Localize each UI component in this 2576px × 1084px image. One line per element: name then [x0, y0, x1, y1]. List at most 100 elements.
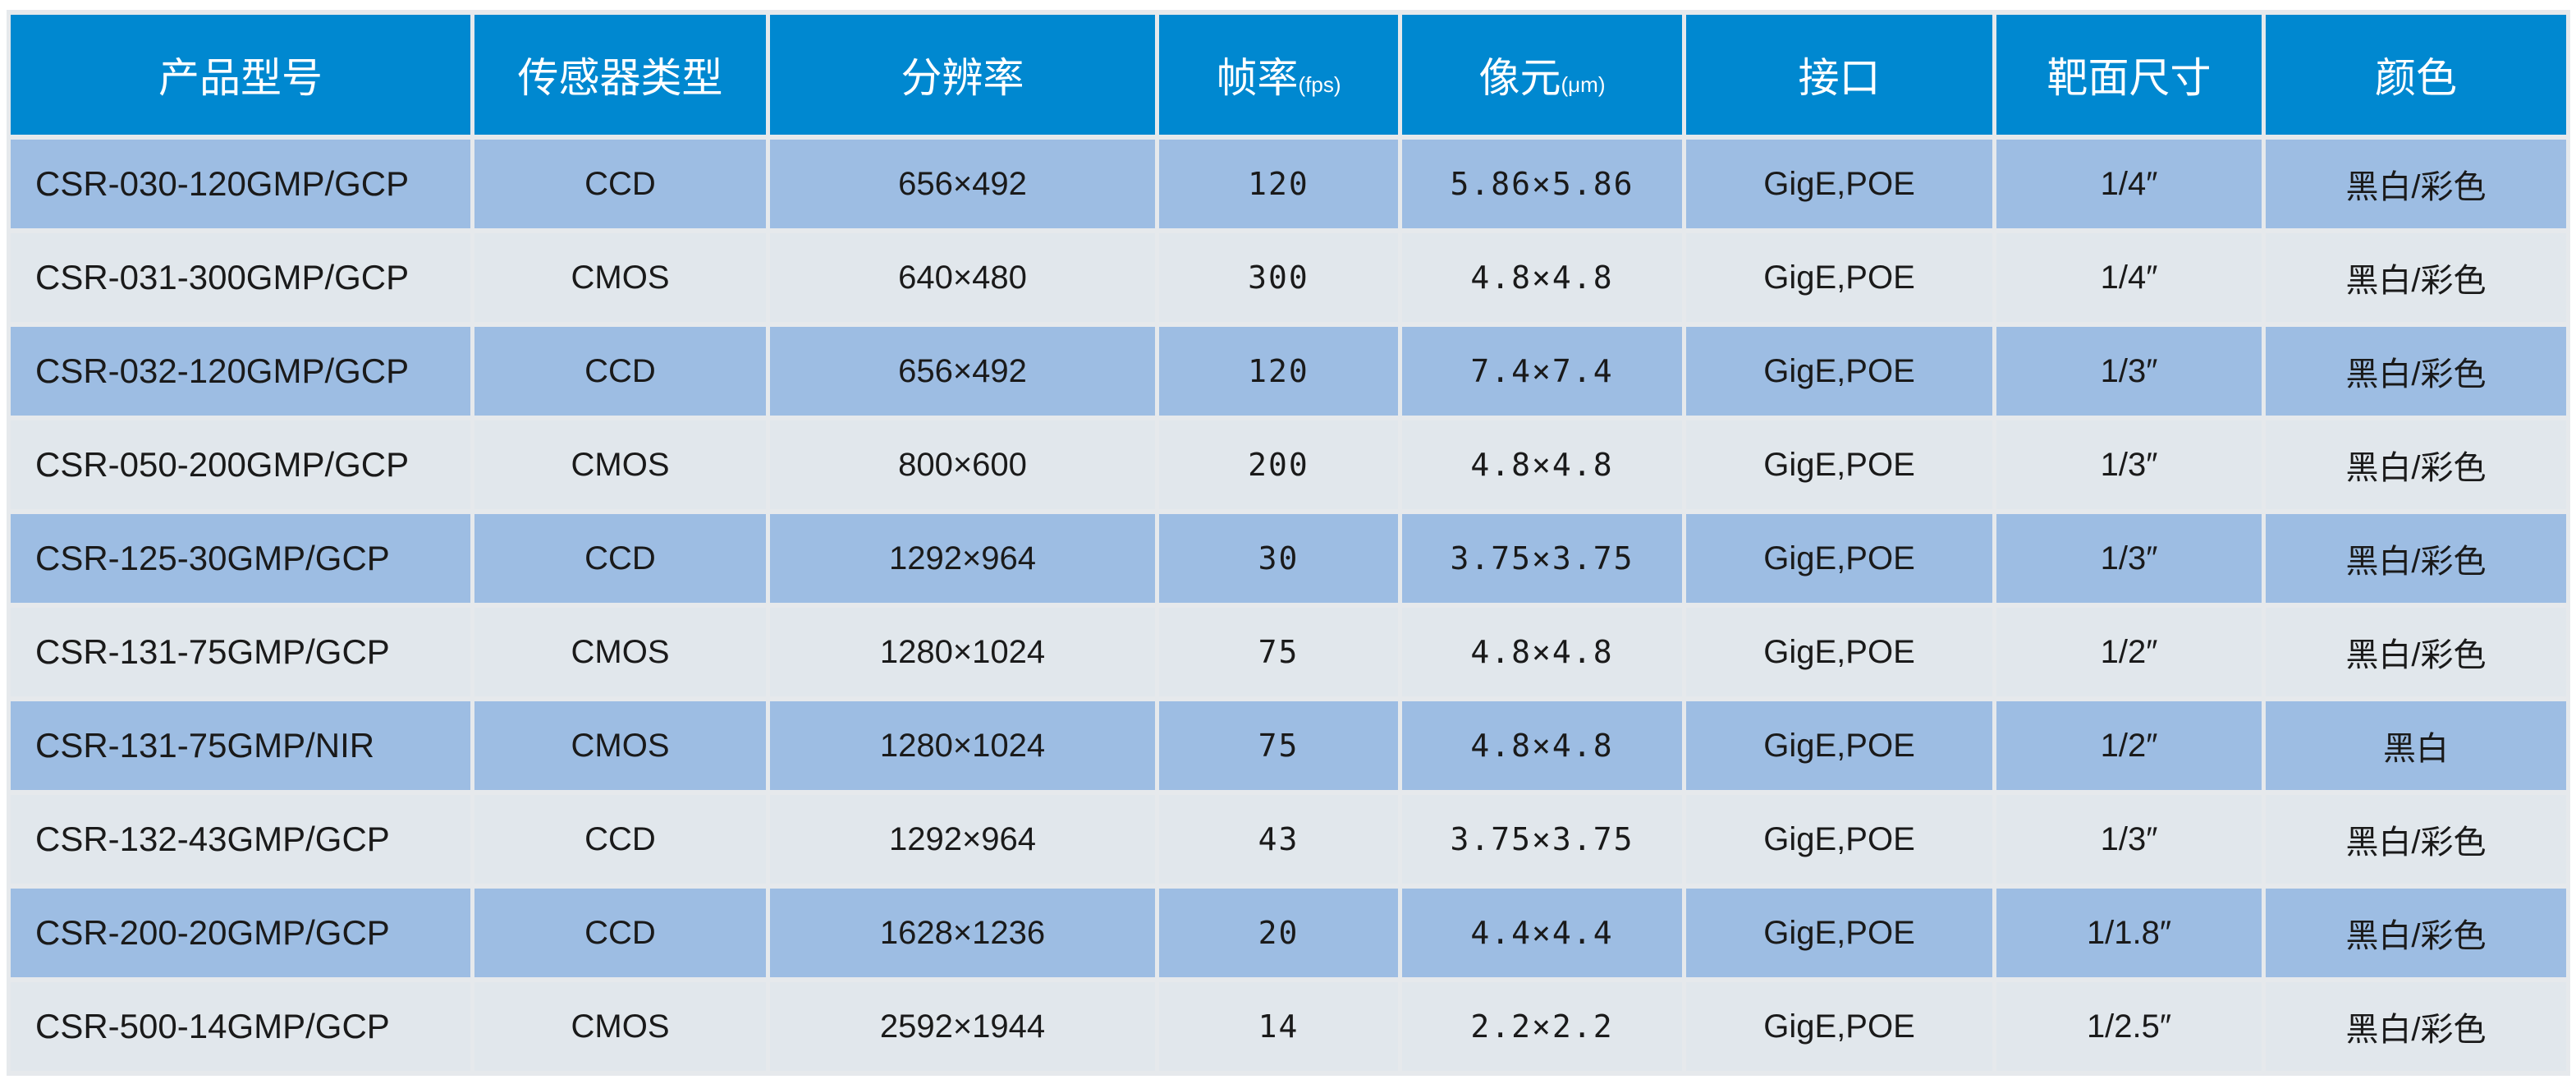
table-row: CSR-031-300GMP/GCP CMOS 640×480 300 4.8×4.8 G… — [11, 233, 2566, 322]
cell-color: 黑白/彩色 — [2266, 233, 2566, 322]
cell-pixel-size: 4.4×4.4 — [1402, 889, 1682, 977]
cell-sensor-type: CCD — [474, 795, 766, 884]
header-label: 产品型号 — [158, 55, 323, 101]
cell-interface: GigE,POE — [1686, 795, 1992, 884]
cell-model: CSR-200-20GMP/GCP — [11, 889, 470, 977]
cell-interface: GigE,POE — [1686, 889, 1992, 977]
header-label: 帧率 — [1216, 55, 1299, 101]
cell-sensor-format: 1/4″ — [1996, 140, 2262, 228]
cell-pixel-size: 7.4×7.4 — [1402, 327, 1682, 416]
cell-resolution: 1292×964 — [770, 514, 1155, 603]
cell-sensor-type: CCD — [474, 327, 766, 416]
cell-color: 黑白/彩色 — [2266, 795, 2566, 884]
header-label: 像元 — [1478, 55, 1561, 101]
cell-color: 黑白/彩色 — [2266, 140, 2566, 228]
cell-model: CSR-030-120GMP/GCP — [11, 140, 470, 228]
cell-sensor-type: CMOS — [474, 233, 766, 322]
cell-pixel-size: 2.2×2.2 — [1402, 982, 1682, 1071]
header-color: 颜色 — [2266, 15, 2566, 135]
cell-pixel-size: 5.86×5.86 — [1402, 140, 1682, 228]
cell-frame-rate: 300 — [1159, 233, 1398, 322]
cell-color: 黑白/彩色 — [2266, 982, 2566, 1071]
header-frame-rate: 帧率(fps) — [1159, 15, 1398, 135]
table-row: CSR-200-20GMP/GCP CCD 1628×1236 20 4.4×4.4 Gi… — [11, 889, 2566, 977]
header-sensor-type: 传感器类型 — [474, 15, 766, 135]
cell-resolution: 640×480 — [770, 233, 1155, 322]
table-row: CSR-125-30GMP/GCP CCD 1292×964 30 3.75×3.75 G… — [11, 514, 2566, 603]
cell-frame-rate: 30 — [1159, 514, 1398, 603]
cell-interface: GigE,POE — [1686, 514, 1992, 603]
table-row: CSR-131-75GMP/GCP CMOS 1280×1024 75 4.8×4.8 G… — [11, 608, 2566, 696]
header-pixel-size: 像元(μm) — [1402, 15, 1682, 135]
header-sensor-format: 靶面尺寸 — [1996, 15, 2262, 135]
cell-sensor-type: CMOS — [474, 420, 766, 509]
cell-pixel-size: 4.8×4.8 — [1402, 701, 1682, 790]
header-row: 产品型号 传感器类型 分辨率 帧率(fps) 像元(μm) 接口 靶面尺寸 颜色 — [11, 15, 2566, 135]
cell-model: CSR-500-14GMP/GCP — [11, 982, 470, 1071]
header-unit: (μm) — [1561, 72, 1606, 97]
cell-sensor-format: 1/3″ — [1996, 327, 2262, 416]
product-spec-table: 产品型号 传感器类型 分辨率 帧率(fps) 像元(μm) 接口 靶面尺寸 颜色 CSR-03… — [7, 10, 2570, 1076]
cell-frame-rate: 120 — [1159, 327, 1398, 416]
table-row: CSR-500-14GMP/GCP CMOS 2592×1944 14 2.2×2.2 G… — [11, 982, 2566, 1071]
cell-sensor-type: CCD — [474, 140, 766, 228]
table-row: CSR-131-75GMP/NIR CMOS 1280×1024 75 4.8×4.8 G… — [11, 701, 2566, 790]
table-row: CSR-030-120GMP/GCP CCD 656×492 120 5.86×5.86… — [11, 140, 2566, 228]
header-label: 接口 — [1798, 55, 1881, 101]
cell-interface: GigE,POE — [1686, 608, 1992, 696]
cell-model: CSR-031-300GMP/GCP — [11, 233, 470, 322]
cell-frame-rate: 20 — [1159, 889, 1398, 977]
cell-resolution: 2592×1944 — [770, 982, 1155, 1071]
cell-model: CSR-131-75GMP/NIR — [11, 701, 470, 790]
cell-interface: GigE,POE — [1686, 233, 1992, 322]
cell-color: 黑白 — [2266, 701, 2566, 790]
header-label: 分辨率 — [901, 55, 1024, 101]
cell-resolution: 1628×1236 — [770, 889, 1155, 977]
cell-frame-rate: 14 — [1159, 982, 1398, 1071]
cell-sensor-format: 1/3″ — [1996, 795, 2262, 884]
cell-sensor-format: 1/3″ — [1996, 514, 2262, 603]
cell-frame-rate: 75 — [1159, 701, 1398, 790]
cell-resolution: 1292×964 — [770, 795, 1155, 884]
cell-pixel-size: 3.75×3.75 — [1402, 514, 1682, 603]
header-unit: (fps) — [1298, 72, 1341, 97]
cell-sensor-type: CMOS — [474, 982, 766, 1071]
table-row: CSR-032-120GMP/GCP CCD 656×492 120 7.4×7.4 Gi… — [11, 327, 2566, 416]
table-row: CSR-050-200GMP/GCP CMOS 800×600 200 4.8×4.8 G… — [11, 420, 2566, 509]
cell-model: CSR-125-30GMP/GCP — [11, 514, 470, 603]
cell-pixel-size: 4.8×4.8 — [1402, 608, 1682, 696]
cell-interface: GigE,POE — [1686, 420, 1992, 509]
header-label: 颜色 — [2375, 55, 2457, 101]
cell-resolution: 656×492 — [770, 327, 1155, 416]
header-label: 靶面尺寸 — [2047, 55, 2212, 101]
cell-color: 黑白/彩色 — [2266, 420, 2566, 509]
cell-frame-rate: 43 — [1159, 795, 1398, 884]
cell-resolution: 656×492 — [770, 140, 1155, 228]
header-model: 产品型号 — [11, 15, 470, 135]
cell-color: 黑白/彩色 — [2266, 889, 2566, 977]
cell-interface: GigE,POE — [1686, 982, 1992, 1071]
cell-sensor-type: CMOS — [474, 701, 766, 790]
header-interface: 接口 — [1686, 15, 1992, 135]
cell-frame-rate: 200 — [1159, 420, 1398, 509]
cell-model: CSR-132-43GMP/GCP — [11, 795, 470, 884]
cell-frame-rate: 120 — [1159, 140, 1398, 228]
cell-resolution: 1280×1024 — [770, 608, 1155, 696]
table-row: CSR-132-43GMP/GCP CCD 1292×964 43 3.75×3.75 G… — [11, 795, 2566, 884]
cell-pixel-size: 4.8×4.8 — [1402, 420, 1682, 509]
cell-pixel-size: 3.75×3.75 — [1402, 795, 1682, 884]
cell-sensor-format: 1/2″ — [1996, 608, 2262, 696]
cell-sensor-type: CMOS — [474, 608, 766, 696]
cell-interface: GigE,POE — [1686, 140, 1992, 228]
cell-sensor-type: CCD — [474, 514, 766, 603]
cell-color: 黑白/彩色 — [2266, 327, 2566, 416]
cell-resolution: 1280×1024 — [770, 701, 1155, 790]
cell-interface: GigE,POE — [1686, 701, 1992, 790]
cell-sensor-format: 1/2″ — [1996, 701, 2262, 790]
cell-frame-rate: 75 — [1159, 608, 1398, 696]
cell-resolution: 800×600 — [770, 420, 1155, 509]
cell-model: CSR-032-120GMP/GCP — [11, 327, 470, 416]
cell-model: CSR-050-200GMP/GCP — [11, 420, 470, 509]
header-label: 传感器类型 — [517, 55, 723, 101]
cell-sensor-format: 1/2.5″ — [1996, 982, 2262, 1071]
